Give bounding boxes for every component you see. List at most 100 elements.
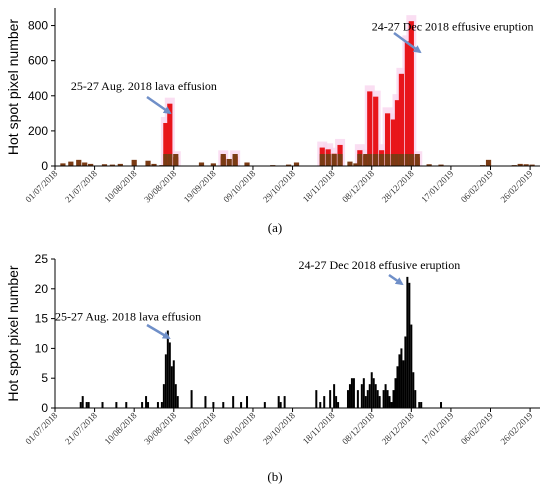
chart-bar-base: [408, 154, 414, 166]
y-axis-label: Hot spot pixel number: [5, 19, 21, 156]
chart-bar: [337, 402, 340, 408]
y-tick-label: 20: [35, 282, 49, 296]
chart-bar-base: [363, 154, 369, 166]
chart-bar: [222, 402, 225, 408]
chart-bar: [76, 159, 82, 166]
chart-bar: [151, 163, 157, 166]
chart-bar-base: [373, 154, 379, 166]
chart-bar-base: [394, 154, 401, 166]
chart-bar: [347, 161, 353, 166]
chart-bar-base: [404, 154, 410, 166]
chart-bar: [156, 402, 159, 408]
chart-bar-base: [163, 154, 169, 166]
chart-bar: [353, 163, 359, 166]
chart-bar: [408, 282, 411, 408]
chart-bar: [418, 402, 421, 408]
chart-bar: [517, 163, 523, 166]
chart-bar: [323, 396, 326, 408]
chart-bar-base: [398, 154, 405, 166]
chart-bar: [398, 354, 401, 408]
chart-bar: [396, 366, 399, 408]
chart-bar-base: [357, 154, 363, 166]
chart-bar: [164, 354, 167, 408]
chart-bar: [350, 378, 353, 408]
chart-bar: [420, 402, 423, 408]
y-tick-label: 600: [28, 54, 48, 68]
chart-bar: [523, 164, 529, 166]
chart-bar: [412, 372, 415, 408]
chart-bar: [370, 372, 373, 408]
chart-bar: [390, 402, 393, 408]
chart-bar: [329, 390, 332, 408]
x-tick-label: 18/11/2018: [301, 168, 337, 204]
panel-label: (b): [267, 469, 282, 484]
chart-bar: [529, 164, 535, 166]
y-tick-label: 10: [35, 341, 49, 355]
x-tick-label: 01/07/2018: [23, 410, 59, 446]
chart-bar: [398, 73, 405, 166]
chart-bar-base: [384, 154, 391, 166]
x-tick-label: 26/02/2019: [498, 410, 534, 446]
chart-annotation: 25-27 Aug. 2018 lava effusion: [55, 309, 201, 323]
chart-bar: [367, 91, 373, 166]
x-tick-label: 21/07/2018: [63, 410, 99, 446]
chart-bar: [263, 402, 266, 408]
chart-bar-base: [220, 154, 226, 166]
y-tick-label: 800: [28, 19, 48, 33]
chart-bar: [386, 390, 389, 408]
chart-bar-base: [232, 154, 238, 166]
chart-bar: [293, 162, 300, 166]
chart-bar: [277, 396, 280, 408]
chart-bar: [190, 390, 193, 408]
chart-bar: [410, 324, 413, 408]
chart-bar: [378, 396, 381, 408]
chart-bar: [168, 342, 171, 408]
chart-bar-base: [167, 154, 173, 166]
y-axis-label: Hot spot pixel number: [5, 265, 21, 402]
chart-bar: [244, 162, 250, 166]
chart-bar: [162, 384, 165, 408]
chart-bar: [360, 384, 363, 408]
chart-bar: [163, 122, 169, 166]
x-tick-label: 06/02/2019: [459, 168, 495, 204]
y-tick-label: 0: [41, 159, 48, 173]
y-tick-label: 5: [41, 371, 48, 385]
chart-bar: [160, 402, 163, 408]
chart-bar: [348, 384, 351, 408]
chart-bar: [101, 164, 108, 166]
chart-bar: [109, 164, 116, 166]
chart-bar: [279, 402, 282, 408]
x-tick-label: 29/10/2018: [261, 410, 297, 446]
chart-bar: [198, 162, 205, 166]
chart-bar: [176, 396, 179, 408]
chart-bar: [368, 384, 371, 408]
chart-bar: [81, 396, 84, 408]
chart-panel-a: 0 200 400 600 800 01/07/2018 21/07/2018 10/08/2…: [5, 8, 540, 235]
chart-bar: [212, 402, 215, 408]
chart-bar: [131, 159, 137, 166]
x-tick-label: 10/08/2018: [103, 168, 139, 204]
chart-bar: [117, 163, 123, 166]
x-tick-label: 06/02/2019: [459, 410, 495, 446]
chart-bar: [362, 378, 365, 408]
chart-bar: [438, 164, 444, 166]
chart-bar: [390, 119, 397, 166]
annotation-arrow: [393, 31, 422, 54]
chart-bar: [172, 360, 175, 408]
chart-bar: [125, 402, 128, 408]
chart-bar: [384, 113, 391, 166]
chart-annotation: 24-27 Dec 2018 effusive eruption: [372, 19, 534, 33]
x-tick-label: 08/12/2018: [340, 168, 376, 204]
chart-bar: [166, 330, 169, 408]
chart-bar: [394, 100, 401, 166]
chart-bar: [315, 390, 318, 408]
chart-bar: [232, 396, 235, 408]
x-tick-label: 09/10/2018: [221, 168, 257, 204]
x-tick-label: 26/02/2019: [498, 168, 534, 204]
chart-bar-base: [331, 154, 337, 166]
chart-bar: [402, 360, 405, 408]
x-tick-label: 30/08/2018: [142, 168, 178, 204]
chart-bar: [335, 396, 338, 408]
x-tick-label: 08/12/2018: [340, 410, 376, 446]
